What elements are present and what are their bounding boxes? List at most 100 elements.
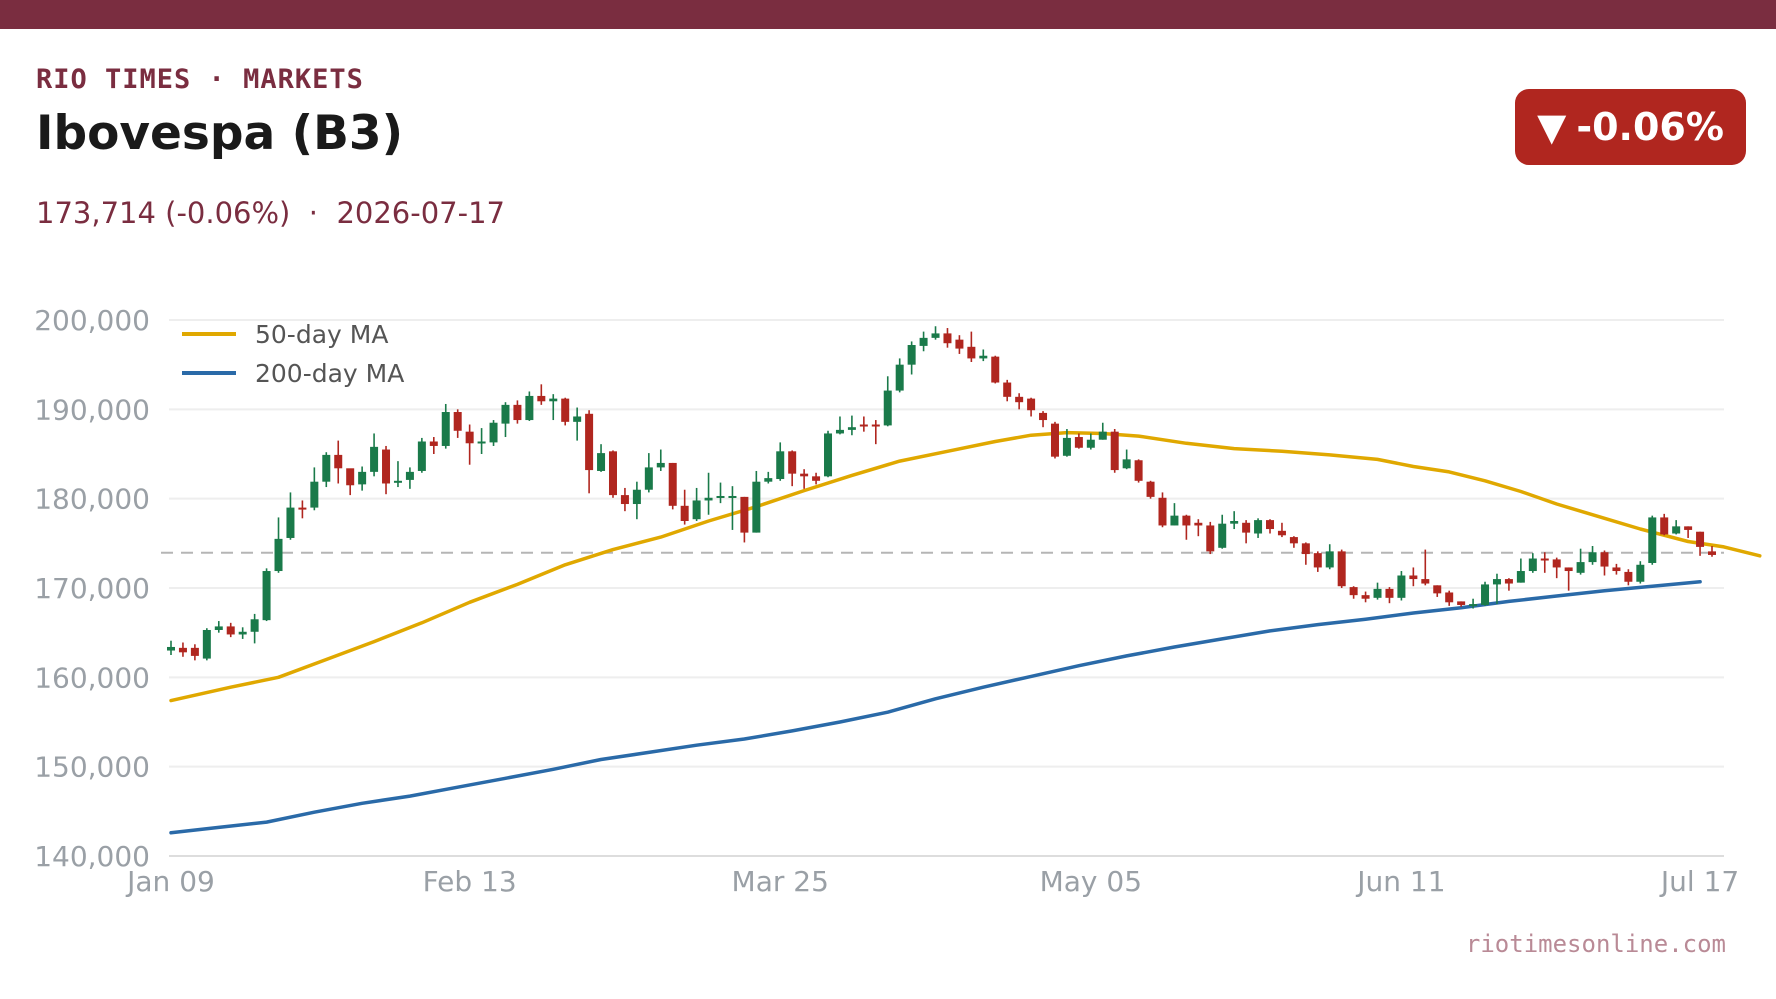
candle-down bbox=[1027, 397, 1036, 417]
candle-body bbox=[704, 497, 713, 501]
candle-body bbox=[812, 476, 821, 481]
candle-body bbox=[1230, 521, 1239, 524]
brand-label: RIO TIMES · MARKETS bbox=[36, 64, 364, 95]
candle-body bbox=[274, 538, 283, 572]
candle-down bbox=[967, 331, 976, 362]
candle-down bbox=[943, 328, 952, 348]
candle-up bbox=[847, 415, 856, 436]
price-subtitle: 173,714 (-0.06%) · 2026-07-17 bbox=[36, 196, 505, 230]
candle-body bbox=[286, 507, 295, 538]
candle-body bbox=[1445, 592, 1454, 603]
candle-body bbox=[644, 467, 653, 490]
candle-body bbox=[668, 462, 677, 506]
candle-body bbox=[1039, 412, 1048, 421]
candle-down bbox=[429, 437, 438, 454]
x-tick-label: Mar 25 bbox=[732, 865, 829, 898]
candle-down bbox=[1050, 421, 1059, 459]
candle-down bbox=[1540, 552, 1549, 573]
candle-down bbox=[561, 397, 570, 426]
y-tick-label: 140,000 bbox=[34, 840, 150, 873]
candle-body bbox=[1516, 571, 1525, 583]
candle-down bbox=[1385, 587, 1394, 604]
y-tick-label: 180,000 bbox=[34, 483, 150, 516]
candle-up bbox=[728, 486, 737, 530]
candle-body bbox=[561, 398, 570, 422]
candle-body bbox=[776, 451, 785, 480]
candle-body bbox=[620, 495, 629, 505]
candle-down bbox=[585, 410, 594, 494]
candle-body bbox=[382, 449, 391, 484]
candle-body bbox=[1660, 517, 1669, 535]
candle-body bbox=[1182, 515, 1191, 526]
candle-up bbox=[1098, 422, 1107, 440]
candle-up bbox=[907, 341, 916, 375]
y-tick-label: 170,000 bbox=[34, 572, 150, 605]
candle-up bbox=[358, 466, 367, 491]
candle-body bbox=[1206, 525, 1215, 552]
candle-body bbox=[1027, 398, 1036, 411]
candle-body bbox=[1062, 437, 1071, 456]
candle-up bbox=[1254, 518, 1263, 538]
candle-up bbox=[1373, 582, 1382, 600]
x-tick-label: Jun 11 bbox=[1355, 865, 1445, 898]
candle-body bbox=[979, 355, 988, 359]
candle-up bbox=[322, 452, 331, 488]
candle-body bbox=[680, 505, 689, 521]
candle-up bbox=[704, 472, 713, 515]
change-badge: ▼ -0.06% bbox=[1515, 89, 1746, 165]
candle-up bbox=[597, 444, 606, 472]
candle-body bbox=[632, 489, 641, 505]
candle-body bbox=[1277, 530, 1286, 536]
candle-body bbox=[513, 404, 522, 421]
candle-body bbox=[1540, 558, 1549, 561]
candle-down bbox=[740, 496, 749, 543]
candle-down bbox=[1361, 591, 1370, 603]
candle-body bbox=[835, 429, 844, 434]
candle-body bbox=[656, 462, 665, 468]
axes: 200,000 190,000 180,000 170,000 160,000 150,0… bbox=[34, 304, 1739, 898]
candle-body bbox=[608, 451, 617, 496]
candle-body bbox=[1134, 460, 1143, 481]
candle-up bbox=[417, 437, 426, 473]
candle-down bbox=[800, 469, 809, 489]
page-title: Ibovespa (B3) bbox=[36, 106, 404, 161]
candle-body bbox=[967, 346, 976, 359]
candle-down bbox=[226, 622, 235, 638]
candle-down bbox=[620, 487, 629, 512]
candle-body bbox=[1397, 575, 1406, 598]
x-tick-label: Jul 17 bbox=[1659, 865, 1739, 898]
grid bbox=[169, 319, 1724, 857]
candle-body bbox=[190, 647, 199, 656]
candle-body bbox=[238, 631, 247, 635]
candle-up bbox=[1481, 581, 1490, 606]
candle-body bbox=[405, 471, 414, 480]
candle-up bbox=[1648, 515, 1657, 565]
candle-down bbox=[1433, 585, 1442, 597]
candle-up bbox=[489, 420, 498, 446]
candle-up bbox=[692, 487, 701, 521]
candle-body bbox=[907, 345, 916, 365]
candle-body bbox=[1481, 584, 1490, 605]
candle-body bbox=[1194, 522, 1203, 526]
candle-body bbox=[919, 337, 928, 346]
ma50-line bbox=[169, 430, 1762, 703]
candle-body bbox=[573, 416, 582, 422]
candle-down bbox=[1110, 428, 1119, 473]
candle-body bbox=[477, 441, 486, 444]
candle-down bbox=[1158, 492, 1167, 528]
candle-down bbox=[1600, 550, 1609, 576]
candle-down bbox=[668, 462, 677, 510]
candle-down bbox=[680, 489, 689, 525]
candle-body bbox=[859, 424, 868, 427]
candle-body bbox=[537, 395, 546, 402]
candle-body bbox=[585, 413, 594, 471]
candle-up bbox=[1062, 428, 1071, 457]
candle-up bbox=[1122, 449, 1131, 470]
candle-body bbox=[226, 626, 235, 635]
candle-body bbox=[871, 424, 880, 427]
candle-body bbox=[931, 333, 940, 338]
candle-body bbox=[453, 412, 462, 431]
candle-down bbox=[298, 500, 307, 519]
candle-up bbox=[824, 430, 833, 478]
candle-body bbox=[1696, 531, 1705, 547]
